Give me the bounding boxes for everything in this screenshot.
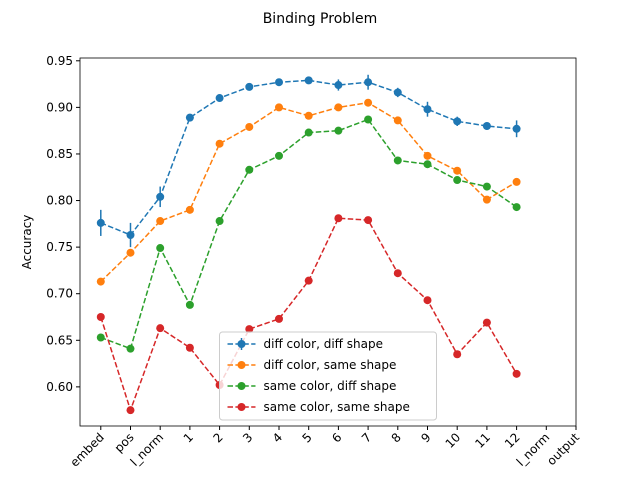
marker (274, 151, 283, 160)
marker (423, 160, 432, 169)
marker (512, 177, 521, 186)
marker (423, 105, 432, 114)
marker (274, 103, 283, 112)
marker (156, 324, 165, 333)
y-tick-label: 0.75 (46, 240, 73, 254)
marker (156, 192, 165, 201)
marker (304, 276, 313, 285)
marker (334, 81, 343, 90)
series-line (100, 79, 517, 236)
marker (423, 296, 432, 305)
marker (185, 300, 194, 309)
marker (482, 122, 491, 131)
plot-frame (79, 57, 577, 427)
marker (364, 98, 373, 107)
y-tick-label: 0.65 (46, 333, 73, 347)
marker (393, 116, 402, 125)
marker (453, 350, 462, 359)
marker (156, 244, 165, 253)
marker (245, 325, 254, 334)
y-tick-label: 0.70 (46, 287, 73, 301)
marker (304, 111, 313, 120)
legend-label: diff color, same shape (264, 358, 397, 372)
legend-label: same color, diff shape (264, 379, 397, 393)
marker (482, 195, 491, 204)
marker (126, 406, 135, 415)
marker (512, 369, 521, 378)
y-tick-label: 0.80 (46, 194, 73, 208)
marker (96, 312, 105, 321)
marker (423, 151, 432, 160)
marker (334, 214, 343, 223)
marker (185, 343, 194, 352)
marker (156, 217, 165, 226)
legend-marker (237, 340, 246, 348)
marker (304, 128, 313, 137)
marker (245, 122, 254, 131)
marker (185, 205, 194, 214)
marker (482, 318, 491, 327)
y-tick-label: 0.60 (46, 380, 73, 394)
y-tick-label: 0.85 (46, 147, 73, 161)
y-tick-label: 0.95 (46, 54, 73, 68)
marker (96, 277, 105, 286)
legend-box (219, 331, 437, 421)
marker (393, 156, 402, 165)
marker (274, 314, 283, 323)
marker (482, 182, 491, 191)
marker (185, 113, 194, 122)
marker (453, 166, 462, 175)
marker (126, 344, 135, 353)
marker (334, 126, 343, 135)
marker (334, 103, 343, 112)
marker (245, 82, 254, 91)
marker (215, 217, 224, 226)
marker (364, 78, 373, 87)
marker (215, 94, 224, 103)
marker (453, 117, 462, 126)
marker (215, 139, 224, 148)
marker (96, 333, 105, 342)
y-axis-label: Accuracy (20, 215, 34, 270)
marker (126, 248, 135, 257)
marker (274, 78, 283, 87)
marker (393, 88, 402, 97)
marker (364, 216, 373, 225)
marker (512, 124, 521, 133)
legend-marker (237, 361, 246, 369)
legend: diff color, diff shape diff color, same s… (219, 331, 437, 421)
marker (453, 176, 462, 185)
chart-title: Binding Problem (263, 11, 378, 27)
marker (364, 115, 373, 124)
marker (126, 231, 135, 240)
marker (245, 165, 254, 174)
legend-marker (237, 403, 246, 411)
marker (393, 269, 402, 278)
legend-label: same color, same shape (264, 400, 410, 414)
y-tick-label: 0.90 (46, 100, 73, 114)
marker (96, 218, 105, 227)
legend-marker (237, 382, 246, 390)
marker (512, 203, 521, 212)
legend-label: diff color, diff shape (264, 337, 383, 351)
marker (304, 76, 313, 85)
